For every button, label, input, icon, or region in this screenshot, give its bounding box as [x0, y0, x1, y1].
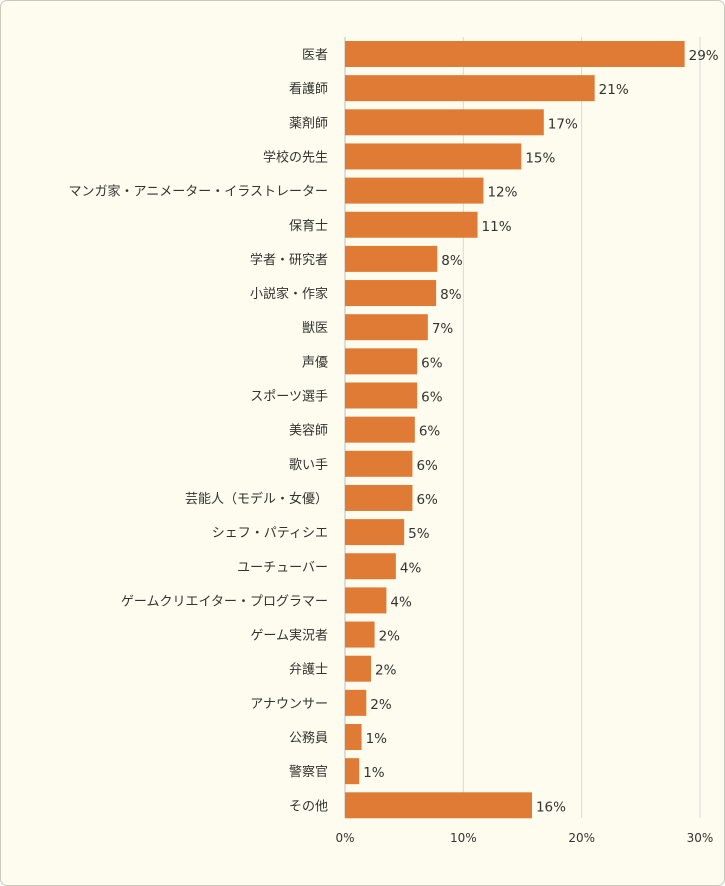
value-label: 29% — [689, 48, 719, 64]
bar — [345, 245, 438, 272]
bar — [345, 416, 415, 443]
value-label: 6% — [419, 424, 441, 440]
category-label: 小説家・作家 — [250, 286, 328, 302]
bar — [345, 143, 522, 170]
category-label: 医者 — [302, 48, 328, 63]
bar — [345, 450, 413, 477]
category-label: 芸能人（モデル・女優） — [185, 491, 328, 507]
value-label: 2% — [375, 663, 397, 679]
value-label: 2% — [370, 697, 392, 713]
category-label: 声優 — [302, 355, 328, 370]
value-label: 6% — [421, 355, 443, 371]
bar — [345, 75, 595, 102]
value-label: 11% — [482, 219, 512, 235]
category-label: ユーチューバー — [237, 560, 328, 575]
category-label: 保育士 — [289, 218, 328, 234]
x-tick-label: 10% — [450, 831, 477, 845]
value-label: 16% — [536, 799, 566, 815]
bar — [345, 553, 396, 580]
category-label: スポーツ選手 — [250, 390, 328, 405]
value-label: 12% — [487, 185, 517, 201]
x-tick-label: 20% — [568, 831, 595, 845]
category-label: その他 — [289, 799, 328, 814]
bar — [345, 519, 405, 546]
category-label: 学者・研究者 — [250, 252, 328, 268]
bar — [345, 382, 418, 409]
value-label: 21% — [599, 82, 629, 98]
category-label: シェフ・パティシエ — [212, 526, 328, 541]
category-label: 歌い手 — [289, 458, 328, 473]
bar — [345, 689, 367, 716]
bar — [345, 792, 532, 819]
category-label: マンガ家・アニメーター・イラストレーター — [69, 184, 328, 200]
value-label: 1% — [363, 765, 385, 781]
value-label: 4% — [390, 594, 412, 610]
category-label: アナウンサー — [250, 697, 328, 712]
category-label: 獣医 — [302, 321, 328, 336]
bar — [345, 280, 437, 307]
bar — [345, 41, 685, 67]
x-tick-label: 30% — [687, 831, 714, 845]
value-label: 6% — [416, 458, 438, 474]
value-label: 5% — [408, 526, 430, 542]
bar — [345, 484, 413, 511]
bar — [345, 724, 362, 750]
value-label: 1% — [366, 731, 388, 747]
bar — [345, 655, 372, 682]
value-label: 4% — [400, 560, 422, 576]
bar — [345, 758, 360, 785]
bar — [345, 348, 418, 375]
category-label: 弁護士 — [289, 662, 328, 678]
bar — [345, 177, 484, 204]
bar — [345, 211, 478, 238]
bar — [345, 587, 387, 614]
category-label: ゲームクリエイター・プログラマー — [121, 594, 328, 609]
category-label: 薬剤師 — [289, 115, 328, 131]
bar — [345, 621, 375, 648]
value-label: 17% — [548, 116, 578, 132]
category-label: 学校の先生 — [263, 149, 328, 165]
bars — [345, 41, 685, 819]
category-label: ゲーム実況者 — [250, 628, 328, 644]
x-tick-label: 0% — [335, 831, 354, 845]
value-label: 8% — [440, 287, 462, 303]
category-label: 看護師 — [289, 81, 328, 97]
category-label: 美容師 — [289, 423, 328, 439]
bar — [345, 109, 544, 136]
value-label: 6% — [421, 390, 443, 406]
value-label: 15% — [525, 150, 555, 166]
category-label: 公務員 — [289, 731, 328, 746]
value-label: 6% — [416, 492, 438, 508]
value-label: 2% — [379, 629, 401, 645]
labels: 0% 10% 20% 30% 医者 29% 看護師 21% 薬剤師 17% 学校の先生 15% マンガ家… — [69, 48, 719, 845]
category-label: 警察官 — [289, 764, 328, 780]
value-label: 8% — [441, 253, 463, 269]
bar — [345, 314, 428, 341]
value-label: 7% — [432, 321, 454, 337]
